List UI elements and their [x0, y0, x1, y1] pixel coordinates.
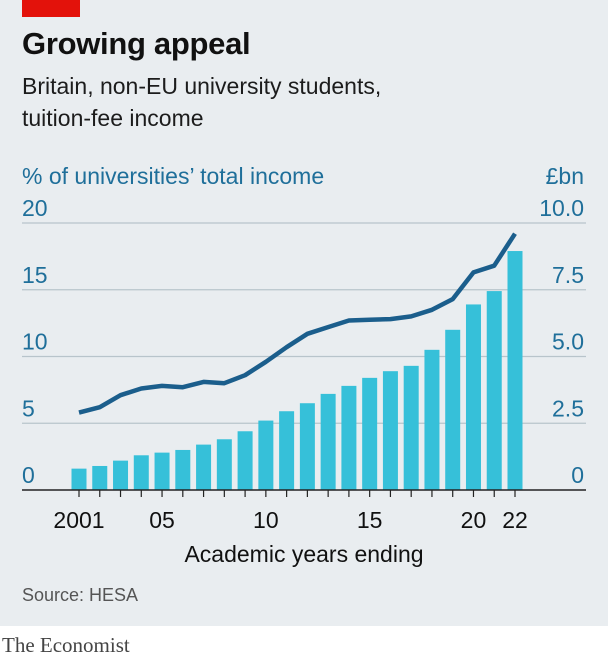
x-tick-label: 2001: [53, 507, 104, 533]
left-axis-label: % of universities’ total income: [22, 163, 325, 189]
right-tick-label: 5.0: [552, 329, 584, 355]
red-tag: [22, 0, 80, 17]
source-note: Source: HESA: [22, 585, 139, 605]
right-tick-label: 0: [571, 462, 584, 488]
subtitle-line-2: tuition-fee income: [22, 105, 204, 131]
bar-2016: [382, 371, 398, 490]
bar-2006: [175, 449, 191, 490]
bar-2021: [486, 291, 502, 490]
right-tick-label: 2.5: [552, 395, 584, 421]
line-series: [78, 232, 517, 415]
bar-2015: [362, 377, 378, 490]
x-tick-label: 05: [149, 507, 175, 533]
bar-2019: [445, 329, 461, 490]
right-tick-label: 7.5: [552, 262, 584, 288]
left-tick-label: 15: [22, 262, 48, 288]
brand-logo-text: The Economist: [2, 633, 130, 657]
chart-title: Growing appeal: [22, 26, 251, 61]
subtitle-line-1: Britain, non-EU university students,: [22, 73, 382, 99]
bar-2002: [92, 465, 108, 490]
bar-2003: [113, 460, 129, 490]
bar-2007: [196, 444, 212, 490]
x-tick-label: 15: [357, 507, 383, 533]
bar-2012: [299, 403, 315, 490]
bar-2017: [403, 365, 419, 490]
bar-2018: [424, 349, 440, 490]
bar-2004: [133, 455, 149, 490]
left-tick-label: 0: [22, 462, 35, 488]
left-tick-label: 10: [22, 329, 48, 355]
bar-2014: [341, 385, 357, 490]
bar-2010: [258, 420, 274, 490]
bar-2022: [507, 251, 523, 490]
x-tick-label: 22: [502, 507, 528, 533]
right-tick-label: 10.0: [539, 195, 584, 221]
bar-2020: [465, 304, 481, 490]
chart-panel: Growing appeal Britain, non-EU universit…: [0, 0, 608, 626]
right-axis-label: £bn: [545, 163, 584, 189]
bar-2008: [216, 439, 232, 490]
bar-2005: [154, 452, 170, 490]
bar-2013: [320, 393, 336, 490]
bar-2009: [237, 431, 253, 490]
chart-subtitle: Britain, non-EU university students, tui…: [22, 70, 522, 134]
left-tick-label: 20: [22, 195, 48, 221]
bar-2001: [71, 468, 87, 490]
bar-2011: [279, 411, 295, 490]
x-axis-label: Academic years ending: [184, 541, 424, 567]
x-tick-label: 20: [461, 507, 487, 533]
left-tick-label: 5: [22, 395, 35, 421]
x-tick-label: 10: [253, 507, 279, 533]
